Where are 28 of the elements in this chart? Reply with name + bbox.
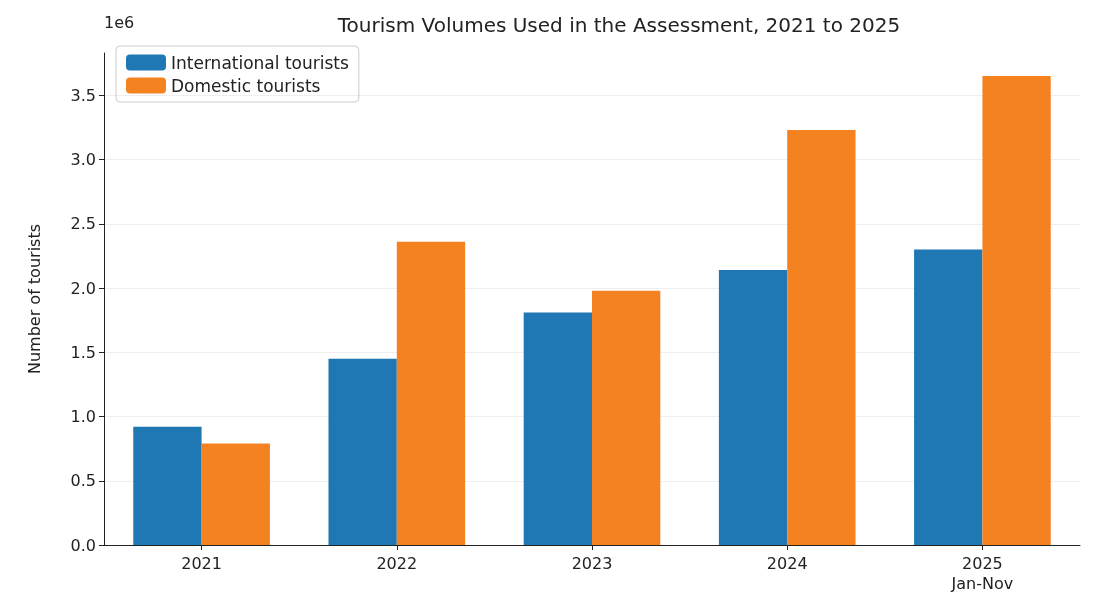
bar	[523, 312, 592, 545]
bar	[133, 426, 202, 545]
x-tick-label: 2022	[376, 553, 418, 573]
bar	[718, 270, 788, 545]
legend-label: Domestic tourists	[171, 75, 321, 96]
chart-title: Tourism Volumes Used in the Assessment, 2021 to 2025	[336, 13, 901, 37]
bar	[592, 290, 661, 545]
x-tick-label: 2025 Jan-Nov	[950, 553, 1014, 593]
bar	[396, 241, 466, 545]
y-tick-label: 3.5	[70, 85, 96, 105]
x-tick-label: 2021	[181, 553, 222, 573]
bar	[914, 249, 983, 545]
y-axis-title: Number of tourists	[24, 223, 44, 375]
bar	[201, 443, 270, 545]
text: 1e6	[104, 12, 135, 32]
bar	[787, 130, 856, 545]
bar	[328, 358, 397, 545]
y-tick-label: 2.5	[70, 214, 96, 234]
y-tick-label: 3.0	[70, 150, 96, 170]
x-tick-label: 2024	[766, 553, 808, 573]
bar	[982, 76, 1051, 545]
x-tick-label: 2023	[571, 553, 613, 573]
y-tick-label: 1.0	[70, 407, 96, 427]
y-tick-label: 0.0	[70, 535, 96, 555]
legend-label: International tourists	[171, 52, 349, 73]
y-tick-label: 2.0	[70, 278, 96, 298]
y-tick-label: 0.5	[70, 471, 96, 491]
y-tick-label: 1.5	[70, 342, 96, 362]
